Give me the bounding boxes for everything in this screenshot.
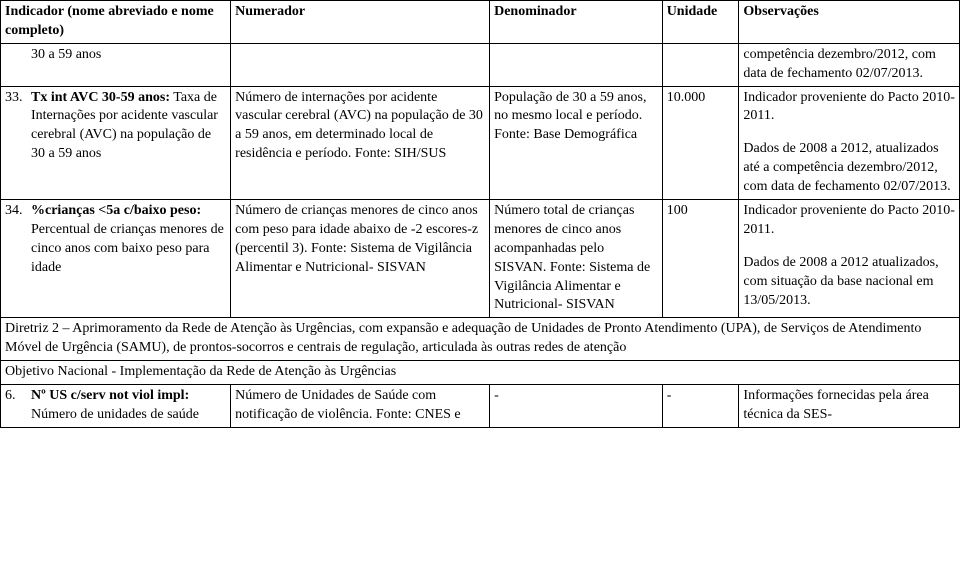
row33-observacoes: Indicador proveniente do Pacto 2010-2011… [739,86,960,199]
header-denominador: Denominador [490,1,663,44]
row33-num: 33. [5,89,31,165]
row33-indicador: Tx int AVC 30-59 anos: Taxa de Internaçõ… [31,89,226,165]
row6-num: 6. [5,387,31,425]
row33-unidade: 10.000 [662,86,739,199]
row34-num: 34. [5,202,31,278]
table-header-row: Indicador (nome abreviado e nome complet… [1,1,960,44]
row6-rest: Número de unidades de saúde [31,407,199,422]
row6-indicador: Nº US c/serv not viol impl: Número de un… [31,387,226,425]
row34-numerador: Número de crianças menores de cinco anos… [231,200,490,318]
row-sub-numerador [231,43,490,86]
row34-title: %crianças <5a c/baixo peso: [31,203,201,218]
row-sub-spacer [5,46,31,65]
diretriz-text: Diretriz 2 – Aprimoramento da Rede de At… [1,318,960,361]
row34-unidade: 100 [662,200,739,318]
row6-denominador: - [490,385,663,428]
row34-obs-p2: Dados de 2008 a 2012 atualizados, com si… [743,254,955,311]
header-numerador: Numerador [231,1,490,44]
row34-obs-p1: Indicador proveniente do Pacto 2010-2011… [743,202,955,240]
header-indicador: Indicador (nome abreviado e nome complet… [1,1,231,44]
table-row-34: 34. %crianças <5a c/baixo peso: Percentu… [1,200,960,318]
row33-denominador: População de 30 a 59 anos, no mesmo loca… [490,86,663,199]
row-sub-unidade [662,43,739,86]
row33-obs-p1: Indicador proveniente do Pacto 2010-2011… [743,89,955,127]
row-sub-observacoes: competência dezembro/2012, com data de f… [739,43,960,86]
row-sub-indicador: 30 a 59 anos [31,46,101,65]
row-sub-denominador [490,43,663,86]
indicator-table: Indicador (nome abreviado e nome complet… [0,0,960,428]
objetivo-text: Objetivo Nacional - Implementação da Red… [1,361,960,385]
row33-title: Tx int AVC 30-59 anos: [31,90,170,105]
row33-obs-p2: Dados de 2008 a 2012, atualizados até a … [743,140,955,197]
row34-indicador: %crianças <5a c/baixo peso: Percentual d… [31,202,226,278]
diretriz-row: Diretriz 2 – Aprimoramento da Rede de At… [1,318,960,361]
table-row-sub: 30 a 59 anos competência dezembro/2012, … [1,43,960,86]
row34-observacoes: Indicador proveniente do Pacto 2010-2011… [739,200,960,318]
row33-numerador: Número de internações por acidente vascu… [231,86,490,199]
row6-numerador: Número de Unidades de Saúde com notifica… [231,385,490,428]
row6-observacoes: Informações fornecidas pela área técnica… [739,385,960,428]
table-row-6: 6. Nº US c/serv not viol impl: Número de… [1,385,960,428]
objetivo-row: Objetivo Nacional - Implementação da Red… [1,361,960,385]
row6-unidade: - [662,385,739,428]
row34-rest: Percentual de crianças menores de cinco … [31,222,224,275]
header-observacoes: Observações [739,1,960,44]
header-unidade: Unidade [662,1,739,44]
table-row-33: 33. Tx int AVC 30-59 anos: Taxa de Inter… [1,86,960,199]
row6-title: Nº US c/serv not viol impl: [31,388,189,403]
row34-denominador: Número total de crianças menores de cinc… [490,200,663,318]
